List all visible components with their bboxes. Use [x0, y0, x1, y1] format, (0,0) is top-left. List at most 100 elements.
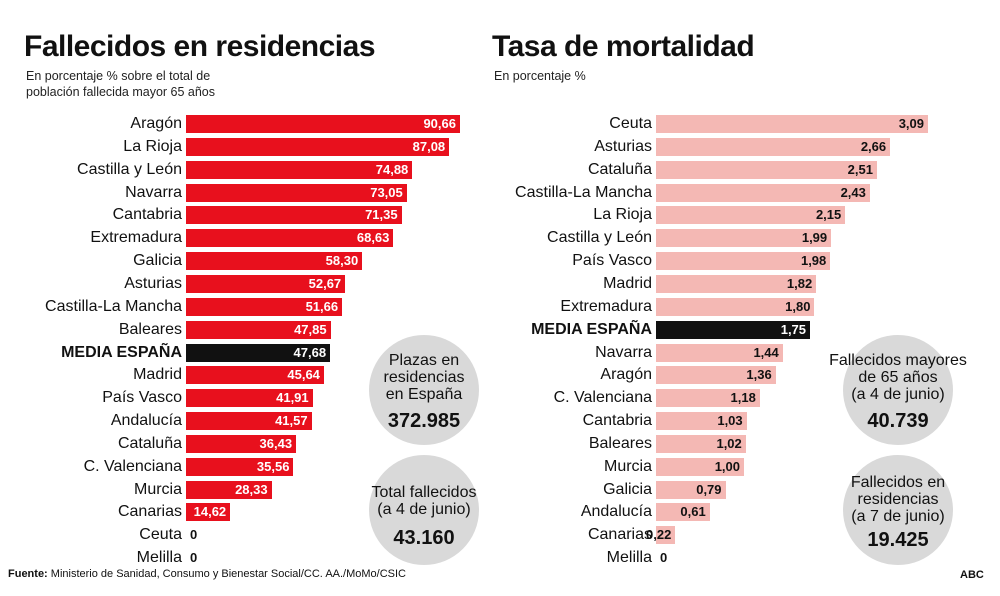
right-bar — [656, 206, 846, 225]
right-chart-subtitle: En porcentaje % — [494, 69, 586, 83]
left-category-label: Murcia — [133, 480, 182, 498]
right-value-label: 0,79 — [696, 481, 722, 497]
right-bar — [656, 229, 832, 248]
left-annotation-line: (a 4 de junio) — [377, 501, 471, 518]
right-value-label: 1,02 — [716, 435, 742, 451]
left-bar — [186, 115, 460, 133]
left-zero-value-label: 0 — [190, 527, 198, 543]
right-value-label: 2,15 — [815, 207, 842, 223]
left-bar — [186, 434, 297, 453]
left-value-label: 71,35 — [365, 207, 398, 223]
right-value-label: 2,51 — [847, 161, 873, 177]
right-value-label: 1,36 — [746, 367, 772, 383]
left-value-label: 28,33 — [235, 481, 268, 497]
left-category-label: La Rioja — [123, 137, 182, 155]
right-category-label: Galicia — [603, 480, 652, 498]
right-bar — [656, 183, 870, 202]
right-value-label: 1,99 — [801, 230, 828, 246]
right-bar — [656, 389, 760, 408]
right-category-label: Andalucía — [580, 503, 652, 521]
left-value-label: 41,57 — [275, 413, 308, 429]
right-annotation-value: 19.425 — [867, 529, 929, 551]
left-category-label: País Vasco — [102, 389, 182, 407]
left-bar — [186, 366, 324, 385]
source-label: Fuente: — [8, 568, 48, 580]
left-value-label: 45,64 — [287, 367, 320, 383]
right-annotation-line: residencias — [857, 491, 939, 508]
left-bar — [186, 457, 294, 476]
right-category-label: C. Valenciana — [553, 389, 652, 407]
left-value-label: 36,43 — [259, 435, 293, 451]
left-bar — [186, 274, 346, 293]
right-chart-title: Tasa de mortalidad — [492, 30, 755, 63]
left-chart-title: Fallecidos en residencias — [24, 30, 376, 63]
right-category-label: Melilla — [606, 549, 652, 567]
right-annotation-line: (a 4 de junio) — [851, 386, 945, 403]
left-annotation-line: Plazas en — [388, 352, 460, 369]
left-bar — [186, 206, 402, 225]
right-category-label: Castilla y León — [547, 229, 652, 247]
left-bar — [186, 389, 313, 408]
left-category-label: Cataluña — [117, 434, 182, 452]
right-category-label: Madrid — [603, 274, 652, 292]
source-note: Fuente: Ministerio de Sanidad, Consumo y… — [8, 568, 406, 580]
right-annotation-bubble — [843, 335, 953, 445]
left-bar — [186, 343, 331, 362]
right-bar — [656, 343, 783, 362]
right-category-label: MEDIA ESPAÑA — [531, 320, 652, 338]
left-category-label: Castilla y León — [77, 160, 182, 178]
right-category-label: Aragón — [600, 366, 652, 384]
left-value-label: 52,67 — [308, 275, 342, 291]
right-value-label: 1,18 — [730, 390, 756, 406]
left-annotation-text: Total fallecidos (a 4 de junio) — [349, 484, 499, 518]
left-value-label: 51,66 — [305, 298, 339, 314]
right-value-label: 1,80 — [785, 298, 811, 314]
right-bar — [656, 320, 811, 339]
right-zero-value-label: 0 — [660, 550, 668, 566]
left-bar — [186, 137, 450, 156]
right-category-label: La Rioja — [593, 206, 652, 224]
right-value-label: 1,75 — [780, 321, 807, 337]
left-value-label: 74,88 — [375, 161, 409, 177]
left-chart-subtitle: En porcentaje % sobre el total de poblac… — [26, 69, 216, 99]
right-bar — [656, 412, 747, 431]
right-category-label: Castilla-La Mancha — [515, 183, 652, 201]
right-value-label: 1,44 — [753, 344, 779, 360]
right-bar — [656, 526, 676, 545]
left-bar — [186, 412, 312, 431]
left-category-label: MEDIA ESPAÑA — [61, 343, 182, 361]
left-category-label: Aragón — [130, 115, 182, 132]
left-category-label: Galicia — [133, 252, 182, 270]
right-annotation-bubble — [843, 455, 953, 565]
left-value-label: 14,62 — [193, 504, 227, 520]
right-category-label: Asturias — [594, 137, 652, 155]
left-category-label: Andalucía — [110, 412, 182, 430]
left-annotation-bubble — [369, 335, 479, 445]
right-annotation-text: Fallecidos mayores de 65 años (a 4 de juni… — [823, 352, 973, 403]
left-category-label: Extremadura — [90, 229, 182, 247]
right-bar — [656, 457, 745, 476]
left-zero-value-label: 0 — [190, 550, 198, 566]
right-bar — [656, 297, 815, 316]
right-bar — [656, 274, 817, 293]
credit-label: ABC — [960, 569, 984, 581]
left-category-label: Baleares — [118, 320, 182, 338]
left-bar — [186, 320, 331, 339]
right-value-label: 2,43 — [840, 184, 866, 200]
right-value-label: 1,98 — [800, 253, 827, 269]
left-bar — [186, 480, 272, 499]
left-category-label: Navarra — [125, 183, 182, 201]
left-category-label: Canarias — [117, 503, 182, 521]
left-value-label: 68,63 — [356, 230, 390, 246]
right-bar — [656, 480, 726, 499]
left-bar — [186, 252, 363, 271]
left-annotation-value: 372.985 — [387, 410, 461, 432]
right-bar — [656, 434, 746, 453]
right-annotation-value: 40.739 — [867, 410, 929, 432]
left-annotation-line: residencias — [383, 369, 465, 386]
left-bar — [186, 503, 231, 522]
right-category-label: Navarra — [595, 343, 652, 361]
source-text: Ministerio de Sanidad, Consumo y Bienest… — [47, 568, 406, 580]
right-bar — [656, 252, 831, 271]
